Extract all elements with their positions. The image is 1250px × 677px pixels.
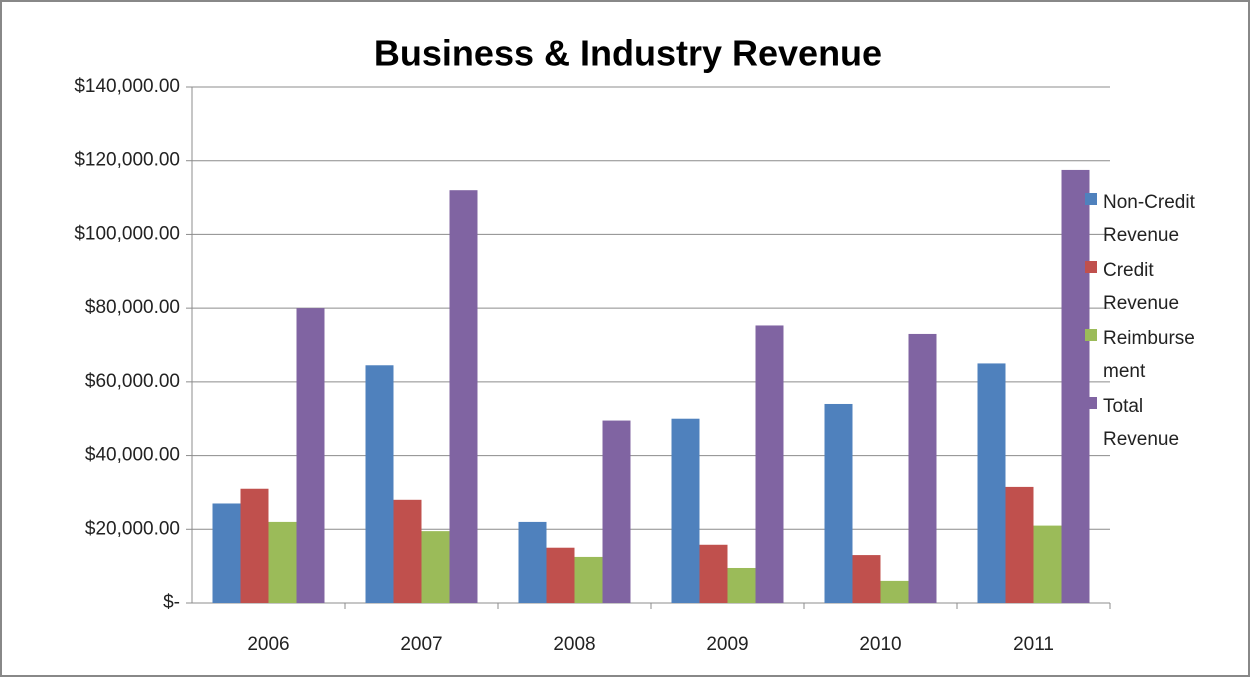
bar	[518, 521, 547, 603]
x-tick-label: 2007	[400, 634, 442, 655]
bar	[755, 325, 784, 603]
y-tick-label: $80,000.00	[85, 297, 180, 318]
y-tick-label: $100,000.00	[74, 223, 180, 244]
legend-swatch	[1085, 193, 1097, 205]
bar	[268, 521, 297, 603]
legend-swatch	[1085, 261, 1097, 273]
bar	[449, 190, 478, 603]
bar	[727, 567, 756, 603]
legend-swatch	[1085, 397, 1097, 409]
x-tick-label: 2009	[706, 634, 748, 655]
y-tick-label: $40,000.00	[85, 445, 180, 466]
bar	[296, 308, 325, 603]
legend-label: Credit Revenue	[1103, 260, 1180, 314]
bar	[546, 547, 575, 603]
legend-item: Credit Revenue	[1085, 254, 1220, 320]
bar	[880, 580, 909, 603]
bar	[824, 403, 853, 603]
bar	[1033, 525, 1062, 603]
legend-item: Non-Credit Revenue	[1085, 186, 1220, 252]
bar	[212, 503, 241, 603]
bar	[1061, 169, 1090, 603]
bar	[977, 363, 1006, 603]
bar	[393, 499, 422, 603]
chart-title: Business & Industry Revenue	[374, 33, 882, 74]
legend-label: Non-Credit Revenue	[1103, 192, 1195, 246]
bar	[699, 544, 728, 603]
bar	[421, 531, 450, 603]
bar	[602, 420, 631, 603]
bar	[1005, 486, 1034, 603]
y-tick-label: $-	[163, 592, 180, 613]
legend: Non-Credit Revenue Credit Revenue Reimburs…	[1085, 186, 1220, 458]
bar	[365, 365, 394, 603]
legend-swatch	[1085, 329, 1097, 341]
x-tick-label: 2006	[247, 634, 289, 655]
legend-item: Total Revenue	[1085, 390, 1220, 456]
legend-label: Reimbursement	[1103, 328, 1195, 382]
x-tick-label: 2010	[859, 634, 901, 655]
x-tick-label: 2008	[553, 634, 595, 655]
y-tick-label: $60,000.00	[85, 371, 180, 392]
y-tick-label: $120,000.00	[74, 150, 180, 171]
legend-item: Reimbursement	[1085, 322, 1220, 388]
x-tick-label: 2011	[1013, 634, 1054, 655]
bar	[240, 488, 269, 603]
y-tick-label: $20,000.00	[85, 518, 180, 539]
y-tick-label: $140,000.00	[74, 76, 180, 97]
bar	[574, 556, 603, 603]
bar	[908, 333, 937, 603]
bar	[852, 555, 881, 603]
legend-label: Total Revenue	[1103, 396, 1180, 450]
bar	[671, 418, 700, 603]
